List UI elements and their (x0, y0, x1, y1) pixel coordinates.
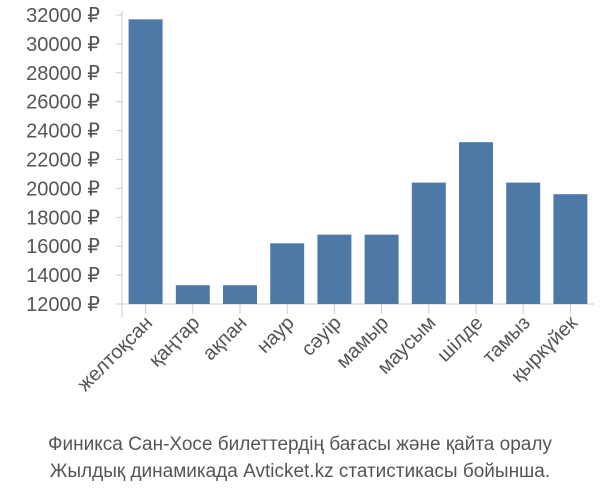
bar-chart: 12000 ₽ 14000 ₽ 16000 ₽ 18000 ₽ 20000 ₽ 22000… (26, 5, 594, 396)
x-tick-label: наур (253, 312, 299, 358)
chart-caption-line-1: Финикса Сан-Хосе билеттердің бағасы және… (48, 434, 552, 455)
y-tick-label: 20000 ₽ (26, 178, 100, 200)
bar (175, 285, 210, 304)
y-axis-ticks: 12000 ₽ 14000 ₽ 16000 ₽ 18000 ₽ 20000 ₽ 22000… (26, 5, 122, 316)
y-tick-label: 16000 ₽ (26, 236, 100, 258)
y-tick-label: 22000 ₽ (26, 150, 100, 172)
y-tick-label: 12000 ₽ (26, 294, 100, 316)
x-tick-label: ақпан (199, 312, 252, 365)
y-tick-label: 32000 ₽ (26, 5, 100, 27)
bar (364, 234, 399, 304)
bar (506, 182, 541, 304)
bar (459, 142, 493, 304)
bar (317, 234, 352, 304)
y-tick-label: 28000 ₽ (26, 63, 100, 85)
chart-bars (128, 19, 588, 305)
x-tick-label: қаңтар (145, 312, 204, 371)
bar (128, 19, 163, 305)
bar (270, 243, 305, 304)
bar (411, 182, 446, 304)
x-tick-label: желтоқсан (73, 312, 157, 396)
bar (553, 194, 588, 304)
x-tick-label: шілде (433, 312, 487, 366)
bar (223, 285, 257, 304)
y-tick-label: 26000 ₽ (26, 92, 100, 114)
y-tick-label: 24000 ₽ (26, 121, 100, 143)
y-tick-label: 18000 ₽ (26, 207, 100, 229)
chart-caption-line-2: Жылдық динамикада Avticket.kz статистика… (49, 461, 551, 482)
y-tick-label: 30000 ₽ (26, 34, 100, 56)
y-tick-label: 14000 ₽ (26, 265, 100, 287)
